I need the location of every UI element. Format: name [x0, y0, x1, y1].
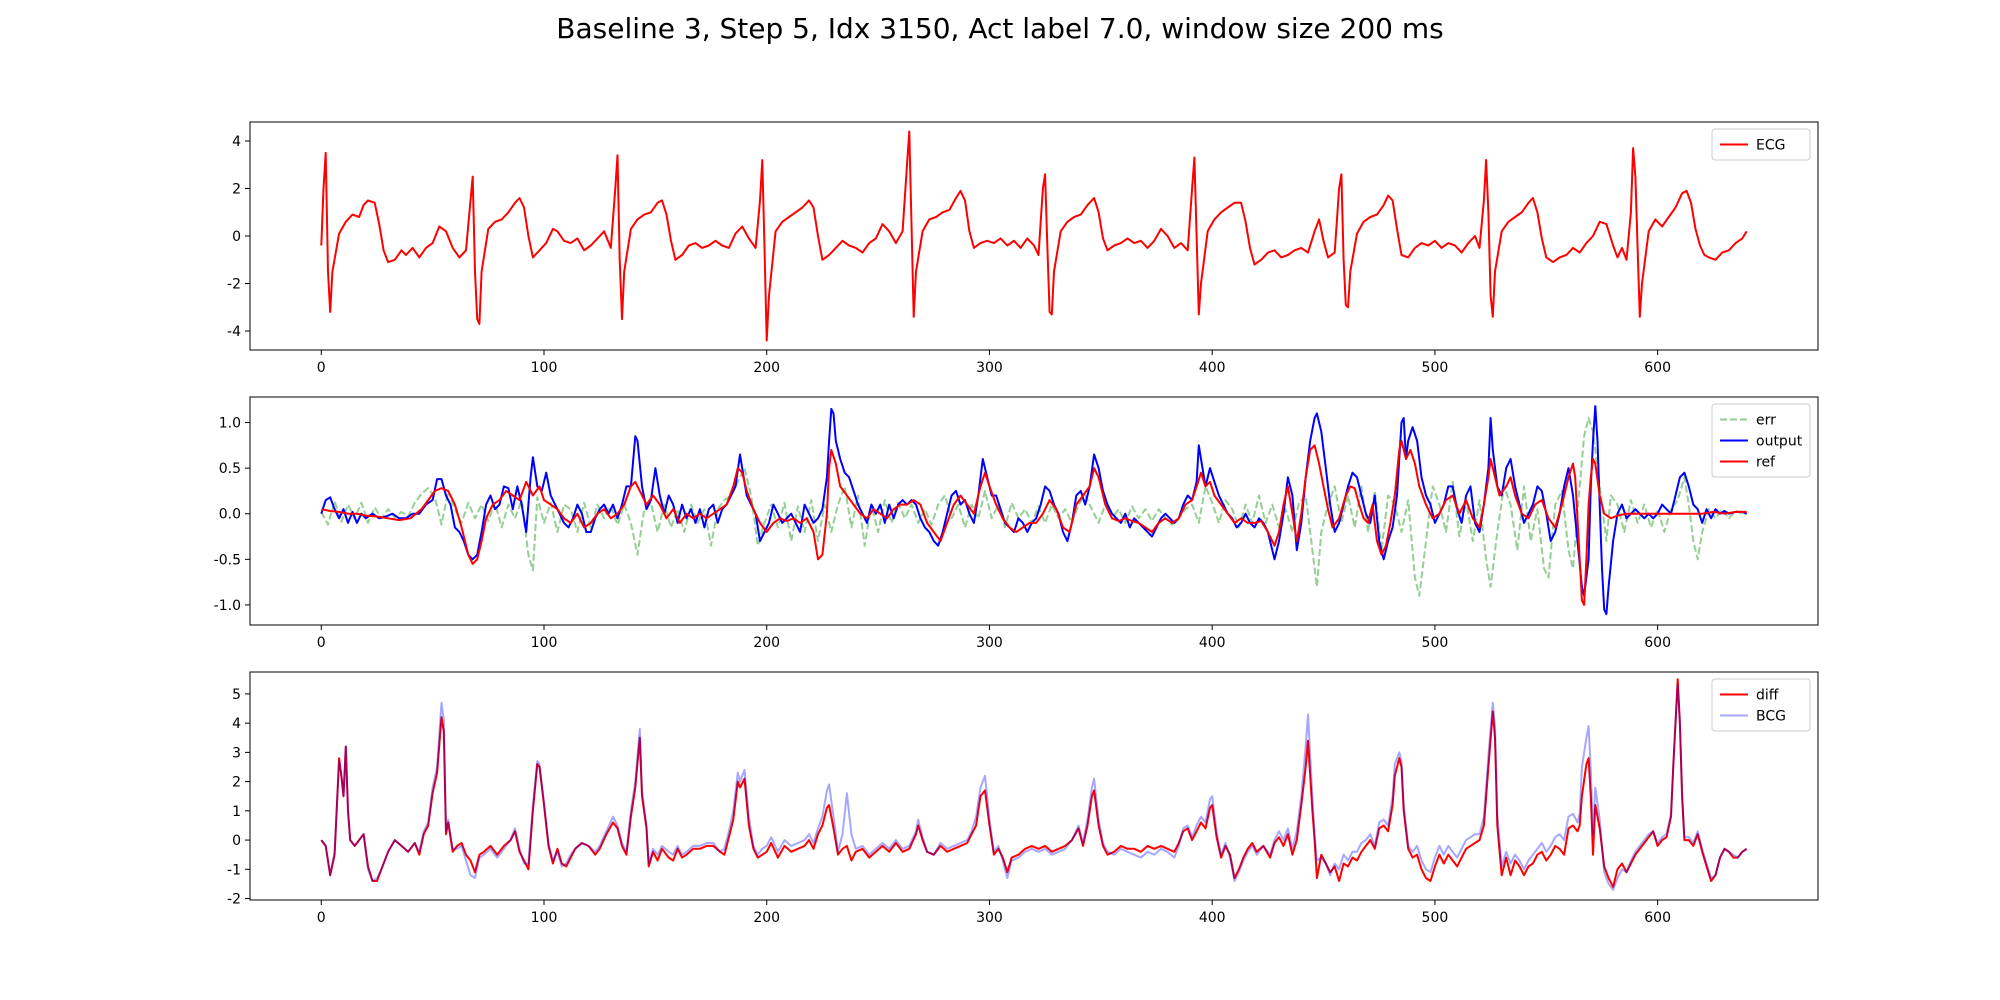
axes-frame	[249, 396, 1819, 626]
y-tick-label: -1	[227, 862, 241, 878]
y-tick-label: 5	[232, 687, 241, 703]
x-tick-label: 600	[1644, 635, 1671, 651]
output-panel: 1.0 0.5 0.0 -0.5 -1.0 0 100 200 300 400 500 600 err o…	[214, 396, 1819, 651]
x-tick-label: 300	[976, 910, 1003, 926]
legend-label-bcg: BCG	[1756, 709, 1786, 725]
series-line-diff	[320, 678, 1748, 888]
y-tick-label: 0.5	[219, 461, 241, 477]
y-tick-label: -0.5	[214, 552, 241, 568]
y-tick-label: 4	[232, 716, 241, 732]
legend: ECG	[1711, 128, 1811, 161]
x-tick-label: 600	[1644, 910, 1671, 926]
x-tick-label: 0	[317, 910, 326, 926]
ecg-panel: 4 2 0 -2 -4 0 100 200 300 400 500 600 ECG	[227, 121, 1819, 376]
y-tick-label: -2	[227, 892, 241, 908]
axes-frame	[249, 671, 1819, 901]
y-tick-label: -1.0	[214, 598, 241, 614]
x-tick-label: 300	[976, 635, 1003, 651]
y-tick-label: 1.0	[219, 416, 241, 432]
x-tick-label: 500	[1422, 910, 1449, 926]
y-tick-label: 0.0	[219, 507, 241, 523]
legend-label-ecg: ECG	[1756, 138, 1785, 154]
x-tick-label: 0	[317, 360, 326, 376]
x-tick-label: 100	[531, 360, 558, 376]
y-tick-label: 1	[232, 804, 241, 820]
legend-label-output: output	[1756, 434, 1803, 450]
x-tick-label: 400	[1199, 360, 1226, 376]
legend-box	[1711, 128, 1811, 161]
legend-label-ref: ref	[1756, 455, 1776, 471]
legend: err output ref	[1711, 403, 1811, 478]
x-tick-label: 400	[1199, 635, 1226, 651]
y-tick-label: 4	[232, 134, 241, 150]
legend-label-err: err	[1756, 413, 1776, 429]
x-tick-label: 100	[531, 635, 558, 651]
x-tick-label: 400	[1199, 910, 1226, 926]
x-tick-label: 200	[753, 635, 780, 651]
y-tick-label: 0	[232, 229, 241, 245]
x-tick-label: 500	[1422, 360, 1449, 376]
legend-label-diff: diff	[1756, 688, 1779, 704]
x-tick-label: 300	[976, 360, 1003, 376]
legend-box	[1711, 403, 1811, 478]
x-tick-label: 600	[1644, 360, 1671, 376]
x-tick-label: 100	[531, 910, 558, 926]
axes-frame	[249, 121, 1819, 351]
bcg-panel: 5 4 3 2 1 0 -1 -2 0 100 200 300 400 500 600 diff BCG	[227, 671, 1819, 926]
y-tick-label: 2	[232, 775, 241, 791]
y-tick-label: -2	[227, 277, 241, 293]
series-line-ref	[321, 439, 1747, 606]
y-tick-label: 2	[232, 182, 241, 198]
series-line-ecg	[320, 130, 1748, 342]
legend: diff BCG	[1711, 678, 1811, 732]
x-tick-label: 200	[753, 910, 780, 926]
page-title: Baseline 3, Step 5, Idx 3150, Act label …	[556, 12, 1444, 45]
y-tick-label: 3	[232, 745, 241, 761]
y-tick-label: 0	[232, 833, 241, 849]
x-tick-label: 0	[317, 635, 326, 651]
x-tick-label: 500	[1422, 635, 1449, 651]
y-tick-label: -4	[227, 324, 241, 340]
series-line-bcg	[320, 684, 1748, 891]
x-tick-label: 200	[753, 360, 780, 376]
legend-box	[1711, 678, 1811, 732]
